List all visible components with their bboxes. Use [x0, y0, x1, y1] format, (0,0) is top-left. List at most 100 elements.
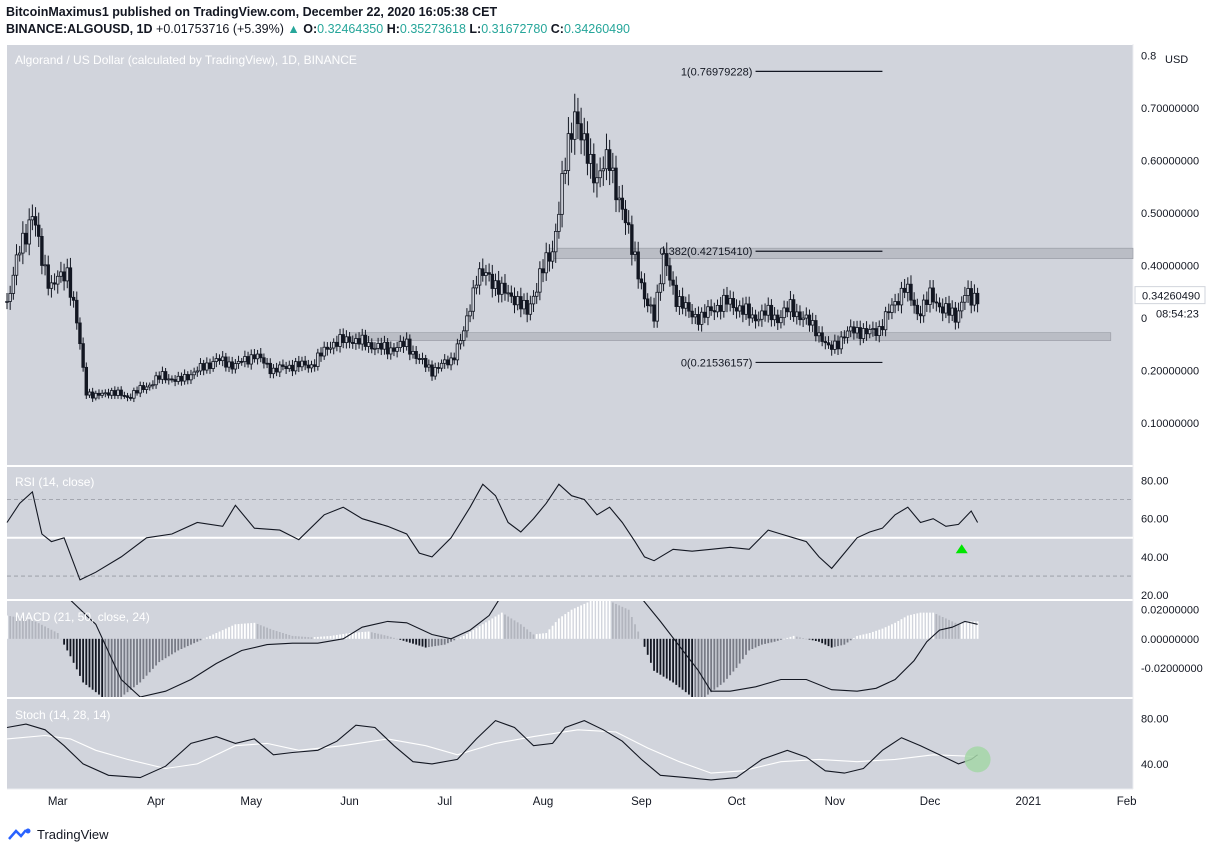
candle-body	[344, 336, 349, 344]
candle-body	[531, 295, 536, 305]
macd-histogram-bar	[31, 619, 34, 639]
macd-histogram-bar	[605, 601, 608, 639]
candle-body	[734, 307, 739, 312]
macd-histogram-bar	[161, 638, 164, 661]
macd-histogram-bar	[948, 619, 950, 639]
candle-body	[170, 378, 174, 381]
macd-histogram-bar	[659, 638, 662, 675]
candle-body	[858, 327, 862, 339]
candle-body	[503, 282, 507, 294]
macd-histogram-bar	[608, 601, 611, 639]
macd-histogram-bar	[538, 633, 541, 639]
macd-histogram-bar	[485, 622, 487, 639]
candle-body	[804, 314, 809, 319]
candle-body	[363, 334, 368, 347]
footer-brand-label: TradingView	[37, 826, 109, 842]
candle-body	[718, 305, 723, 312]
chart-area[interactable]: Mar Apr May Jun Jul Aug Sep Oct Nov Dec 2021 Feb 1(0…	[0, 44, 1226, 814]
macd-histogram-bar	[345, 633, 348, 639]
candle-body	[715, 305, 720, 313]
candle-body	[414, 351, 418, 359]
up-arrow-signal	[955, 544, 968, 554]
footer-brand[interactable]: TradingView	[8, 824, 109, 844]
price-tick-label: 0.60000000	[1141, 156, 1199, 168]
macd-histogram-bar	[113, 638, 116, 697]
macd-histogram-bar	[18, 617, 21, 639]
rsi-pane-title: RSI (14, close)	[15, 475, 94, 489]
price-tick-label: 0.10000000	[1141, 418, 1199, 430]
candle-body	[401, 341, 406, 347]
macd-histogram-bar	[811, 638, 814, 641]
macd-histogram-bar	[488, 620, 491, 639]
macd-histogram-bar	[773, 638, 776, 642]
candle-body	[519, 296, 523, 310]
macd-histogram-bar	[783, 638, 785, 640]
candle-body	[725, 294, 729, 305]
candle-body	[655, 291, 659, 322]
candle-body	[706, 306, 710, 318]
candle-body	[611, 167, 615, 171]
candle-body	[27, 219, 31, 245]
candle-body	[347, 336, 352, 343]
candle-body	[14, 254, 19, 276]
last-price-tag	[1134, 286, 1206, 305]
pane-bg-3	[7, 699, 1133, 789]
fib-level-label: 0.382(0.42715410)	[659, 246, 752, 258]
candle-body	[417, 358, 422, 360]
macd-histogram-bar	[167, 638, 170, 657]
macd-histogram-bar	[681, 638, 684, 690]
macd-histogram-bar	[700, 638, 703, 697]
candle-body	[607, 149, 612, 171]
macd-histogram-bar	[519, 624, 522, 639]
chart-svg[interactable]: Mar Apr May Jun Jul Aug Sep Oct Nov Dec 2021 Feb 1(0…	[0, 44, 1226, 814]
candle-body	[674, 284, 678, 307]
macd-histogram-bar	[60, 638, 62, 640]
price-tick-label: 0.50000000	[1141, 208, 1199, 220]
macd-histogram-bar	[611, 602, 614, 639]
macd-histogram-bar	[646, 638, 649, 655]
candle-body	[728, 298, 732, 305]
macd-histogram-bar	[599, 601, 602, 639]
candle-body	[772, 314, 777, 321]
candle-body	[658, 283, 663, 293]
candle-body	[909, 283, 913, 301]
macd-histogram-bar	[722, 638, 725, 683]
macd-histogram-bar	[887, 625, 890, 639]
candle-body	[30, 216, 35, 221]
macd-histogram-bar	[396, 638, 399, 640]
candle-body	[975, 292, 980, 305]
candle-body	[17, 252, 22, 256]
macd-histogram-bar	[263, 626, 265, 639]
macd-histogram-bar	[85, 638, 88, 685]
macd-histogram-bar	[516, 622, 519, 639]
stoch-tick-label: 80.00	[1141, 713, 1169, 725]
macd-histogram-bar	[393, 637, 395, 639]
macd-histogram-bar	[415, 638, 418, 645]
candle-body	[576, 111, 580, 125]
candle-body	[820, 332, 824, 342]
macd-histogram-bar	[469, 632, 471, 639]
rsi-line	[6, 483, 979, 581]
candle-body	[43, 264, 47, 267]
macd-histogram-bar	[916, 613, 919, 639]
candle-body	[59, 271, 63, 277]
candle-body	[56, 275, 60, 285]
candle-body	[814, 320, 818, 337]
macd-histogram-bar	[878, 629, 881, 639]
macd-histogram-bar	[669, 638, 671, 681]
macd-histogram-bar	[830, 638, 833, 648]
rsi-tick-label: 40.00	[1141, 552, 1169, 564]
candle-body	[106, 392, 111, 396]
candle-body	[24, 232, 28, 245]
candle-body	[5, 301, 9, 303]
candle-body	[465, 315, 469, 332]
macd-histogram-bar	[624, 608, 627, 639]
macd-histogram-bar	[481, 624, 484, 639]
candle-body	[807, 314, 812, 326]
candle-body	[287, 364, 291, 370]
candle-body	[937, 302, 942, 308]
symbol-label: BINANCE:ALGOUSD, 1D	[6, 22, 153, 36]
candle-body	[420, 358, 425, 360]
candle-body	[877, 326, 881, 337]
candle-body	[636, 251, 640, 280]
